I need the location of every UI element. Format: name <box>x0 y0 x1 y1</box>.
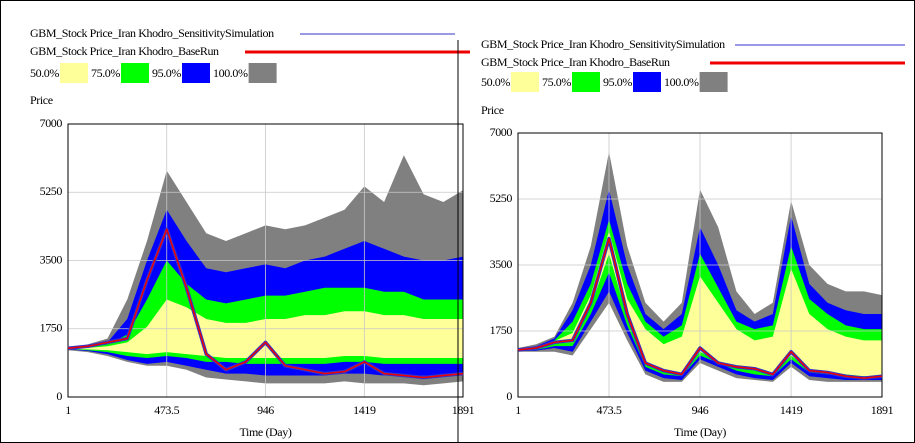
y-tick-label: 7000 <box>490 125 513 139</box>
x-tick-label: 946 <box>257 403 274 417</box>
x-tick-label: 1419 <box>780 403 803 417</box>
y-tick-label: 1750 <box>490 323 513 337</box>
legend-swatch <box>699 72 728 92</box>
legend-label: GBM_Stock Price_Iran Khodro_BaseRun <box>481 55 670 69</box>
legend-label: 95.0% <box>152 66 181 80</box>
legend-label: GBM_Stock Price_Iran Khodro_SensitivityS… <box>481 37 725 51</box>
legend-label: 75.0% <box>542 75 571 89</box>
legend-label: GBM_Stock Price_Iran Khodro_SensitivityS… <box>30 26 274 40</box>
plot-frame <box>67 123 464 398</box>
legend-label: 100.0% <box>213 66 248 80</box>
y-tick-label: 1750 <box>40 321 63 335</box>
legend-swatch <box>572 72 600 92</box>
y-tick-label: 3500 <box>40 252 63 266</box>
x-tick-label: 946 <box>692 403 709 417</box>
x-axis-label: Time (Day) <box>240 425 292 439</box>
y-tick-label: 5250 <box>490 191 513 205</box>
x-tick-label: 473.5 <box>154 403 179 417</box>
legend-swatch <box>60 63 88 83</box>
legend-label: GBM_Stock Price_Iran Khodro_BaseRun <box>30 44 219 58</box>
legend-label: 50.0% <box>30 66 59 80</box>
y-tick-label: 5250 <box>40 184 63 198</box>
x-tick-label: 1 <box>515 403 521 417</box>
y-axis-label: Price <box>30 93 53 107</box>
legend-swatch <box>121 63 149 83</box>
y-tick-label: 7000 <box>40 116 63 130</box>
legend-label: 95.0% <box>603 75 632 89</box>
x-tick-label: 1891 <box>452 403 475 417</box>
x-tick-label: 1419 <box>353 403 376 417</box>
y-axis-label: Price <box>481 103 504 117</box>
legend-label: 100.0% <box>664 75 699 89</box>
legend-swatch <box>633 72 661 92</box>
legend-label: 75.0% <box>91 66 120 80</box>
legend-swatch <box>248 63 277 83</box>
y-tick-label: 0 <box>56 389 62 403</box>
x-tick-label: 1 <box>65 403 71 417</box>
legend-swatch <box>511 72 539 92</box>
y-tick-label: 3500 <box>490 257 513 271</box>
line <box>517 237 883 379</box>
x-tick-label: 1891 <box>871 403 894 417</box>
legend-swatch <box>182 63 210 83</box>
y-tick-label: 0 <box>506 389 512 403</box>
legend-label: 50.0% <box>481 75 510 89</box>
x-tick-label: 473.5 <box>596 403 621 417</box>
line <box>67 228 464 379</box>
x-axis-label: Time (Day) <box>674 425 726 439</box>
plot-frame <box>517 132 883 398</box>
